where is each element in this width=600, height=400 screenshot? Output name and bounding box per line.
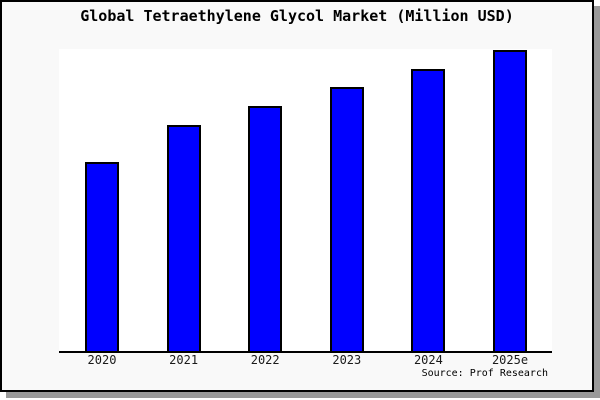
x-tick-label-2022: 2022 — [250, 353, 280, 367]
bar-2024 — [411, 68, 446, 351]
x-tick-label-2025e: 2025e — [491, 353, 529, 367]
bar-2020 — [85, 161, 119, 351]
bar-2025e — [493, 50, 527, 351]
chart-frame: Global Tetraethylene Glycol Market (Mill… — [0, 0, 594, 392]
plot-area — [59, 49, 552, 353]
bar-2023 — [329, 87, 364, 351]
x-tick-label-2023: 2023 — [332, 353, 362, 367]
bar-2022 — [248, 106, 283, 351]
source-credit: Source: Prof Research — [421, 368, 548, 379]
x-tick-label-2021: 2021 — [169, 353, 199, 367]
x-tick-label-2020: 2020 — [87, 353, 117, 367]
bar-2021 — [166, 124, 201, 351]
chart-title: Global Tetraethylene Glycol Market (Mill… — [80, 7, 514, 25]
x-tick-label-2024: 2024 — [413, 353, 443, 367]
